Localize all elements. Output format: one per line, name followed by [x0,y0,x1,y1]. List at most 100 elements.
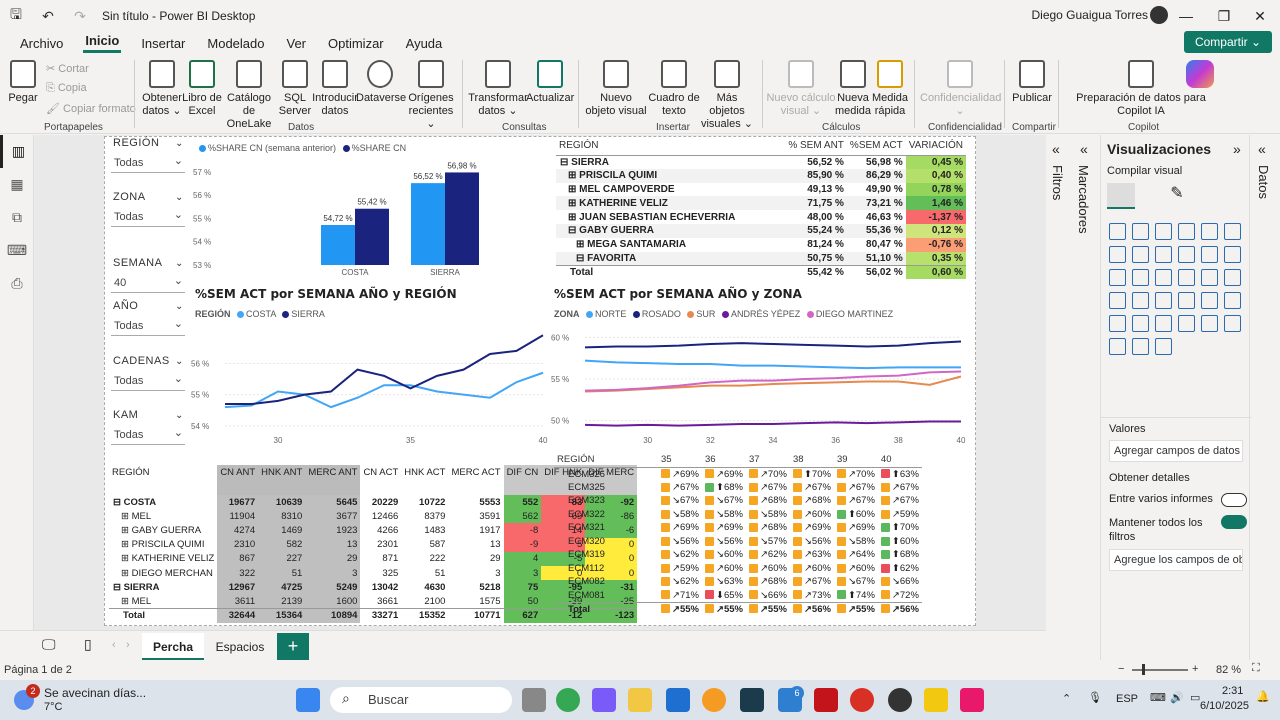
app-icon[interactable] [702,688,726,712]
visual-type-icon[interactable] [1155,223,1172,240]
expand-icon[interactable]: ⊞ [121,539,132,551]
onelake-button[interactable]: Catálogo de OneLake ⌄ [222,60,276,144]
table-view-icon[interactable]: ▦ [10,176,24,192]
format-painter-button[interactable]: 🖌 Copiar formato [46,103,136,115]
get-data-button[interactable]: Obtener datos ⌄ [142,60,182,118]
visual-type-icon[interactable] [1201,315,1218,332]
slicer-dropdown[interactable]: Todas [111,154,185,173]
chrome-icon[interactable] [556,688,580,712]
minimize-icon[interactable]: — [1179,8,1193,24]
file-explorer-icon[interactable] [628,688,652,712]
taskbar-search[interactable]: Buscar [330,687,512,713]
mobile-layout-icon[interactable]: ▯ [84,636,92,652]
text-box-button[interactable]: Cuadro de texto [648,60,700,118]
zoom-slider[interactable] [1132,669,1188,671]
expand-icon[interactable]: ⊟ [560,156,572,168]
visual-type-icon[interactable] [1178,315,1195,332]
microphone-icon[interactable]: 🎙 [1088,692,1102,704]
expand-icon[interactable]: ⊟ [113,581,124,593]
clock-time[interactable]: 2:31 [1222,685,1244,697]
chevron-down-icon[interactable]: ⌄ [175,192,184,203]
app-icon[interactable] [740,688,764,712]
slicer-dropdown[interactable]: Todas [111,426,185,445]
table-row[interactable]: ECM326 ↗69% ↗69% ↗70% ⬆70% ↗70% ⬆63% [554,467,922,481]
visual-type-icon[interactable] [1201,223,1218,240]
expand-icon[interactable]: ⊞ [121,567,132,579]
table-row[interactable]: ECM112 ↗59% ↗60% ↗60% ↗60% ↗60% ⬆62% [554,562,922,576]
table-row[interactable]: ECM081 ↗71% ⬇65% ↘66% ↗73% ⬆74% ↗72% [554,589,922,603]
tab-percha[interactable]: Percha [142,633,204,661]
line-chart-region[interactable]: 56 % 55 % 54 % 30 35 40 [189,321,551,447]
quick-measure-button[interactable]: Medida rápida [870,60,910,118]
table-row[interactable]: ⊟ COSTA 19677 10639 5645 20229 10722 5553 552 83… [109,495,638,510]
excel-button[interactable]: Libro de Excel [182,60,222,118]
data-pane-label[interactable]: Datos [1256,165,1271,199]
visual-type-icon[interactable] [1132,223,1149,240]
drillthrough-field-well[interactable]: Agregue los campos de ob... [1109,549,1243,571]
share-button[interactable]: Compartir ⌄ [1184,31,1272,53]
table-row[interactable]: ⊞ MEL 3611 2139 1600 3661 2100 1575 50 -39 -25 [109,594,638,609]
collapse-bookmarks-icon[interactable]: « [1080,141,1088,157]
refresh-button[interactable]: Actualizar [526,60,574,105]
total-row[interactable]: Total 32644 15364 10894 33271 15352 10771 627 -1… [109,608,638,623]
visual-type-icon[interactable] [1109,269,1126,286]
visual-type-icon[interactable] [1201,292,1218,309]
expand-icon[interactable]: ⊞ [568,211,580,223]
visual-type-icon[interactable] [1109,223,1126,240]
table-row[interactable]: ECM082 ↘62% ↘63% ↗68% ↗67% ↘67% ↘66% [554,575,922,589]
maximize-icon[interactable]: ❐ [1217,8,1231,24]
menu-ayuda[interactable]: Ayuda [405,35,443,51]
table-row[interactable]: ⊞ KATHERINE VELIZ 867 227 29 871 222 29 4 -5 0 [109,551,638,566]
table-row[interactable]: ECM323 ↘67% ↘67% ↗68% ↗68% ↗67% ↗67% [554,494,922,508]
expand-icon[interactable]: ⊞ [121,553,132,565]
expand-icon[interactable]: ⊞ [121,524,132,536]
expand-icon[interactable]: ⊟ [576,252,588,264]
menu-ver[interactable]: Ver [286,35,307,51]
cut-button[interactable]: ✂ Cortar [46,63,89,75]
table-row[interactable]: ⊞ PRISCILA QUIMI 2310 582 13 2301 587 13 -9 5 0 [109,537,638,552]
publish-button[interactable]: Publicar [1010,60,1054,105]
zoom-slider-thumb[interactable] [1142,664,1145,675]
visual-type-icon[interactable] [1155,315,1172,332]
table-row[interactable]: ECM321 ↗69% ↗69% ↗68% ↗69% ↗69% ⬆70% [554,521,922,535]
table-row[interactable]: ⊞ JUAN SEBASTIAN ECHEVERRIA 48,00 % 46,63 … [556,210,966,224]
table-row[interactable]: ECM325 ↗67% ⬆68% ↗67% ↗67% ↗67% ↗67% [554,481,922,495]
visual-type-icon[interactable] [1155,269,1172,286]
table-row[interactable]: ⊟ FAVORITA 50,75 % 51,10 % 0,35 % [556,251,966,266]
visual-type-icon[interactable] [1109,338,1126,355]
build-visual-icon[interactable] [1107,183,1135,209]
table-row[interactable]: ECM320 ↘56% ↘56% ↘57% ↘56% ↘58% ⬆60% [554,535,922,549]
copilot-icon[interactable] [1186,60,1214,88]
netflix-icon[interactable] [814,688,838,712]
slicer-dropdown[interactable]: Todas [111,372,185,391]
weather-text[interactable]: Se avecinan días... [44,686,147,700]
close-icon[interactable]: ✕ [1254,8,1266,24]
dataverse-button[interactable]: Dataverse [356,60,406,105]
user-name[interactable]: Diego Guaigua Torres [1031,8,1148,22]
values-field-well[interactable]: Agregar campos de datos a... [1109,440,1243,462]
tiktok-icon[interactable] [960,688,984,712]
visual-type-icon[interactable] [1109,292,1126,309]
transform-data-button[interactable]: Transformar datos ⌄ [468,60,528,118]
volume-icon[interactable]: 🔊 [1170,692,1184,704]
visual-type-icon[interactable] [1224,315,1241,332]
expand-icon[interactable]: ⊞ [568,170,580,182]
table-row[interactable]: ECM322 ↘58% ↘58% ↘58% ↗60% ⬆60% ↗59% [554,508,922,522]
report-view-icon[interactable]: ▥ [0,135,34,168]
notification-icon[interactable]: 🔔 [1256,691,1270,703]
menu-optimizar[interactable]: Optimizar [328,35,384,51]
menu-inicio[interactable]: Inicio [83,33,122,53]
table-row[interactable]: ⊟ SIERRA 56,52 % 56,98 % 0,45 % [556,155,966,169]
menu-modelado[interactable]: Modelado [207,35,265,51]
table-row[interactable]: ⊞ GABY GUERRA 4274 1469 1923 4266 1483 1917 -8 1… [109,523,638,538]
visual-type-icon[interactable] [1132,246,1149,263]
copy-button[interactable]: ⎘ Copia [46,82,87,94]
powerbi-icon[interactable] [924,688,948,712]
bar-chart[interactable]: 57 % 56 % 55 % 54 % 53 % 54,72 % 55,42 % COSTA 5… [189,157,479,283]
visual-type-icon[interactable] [1132,315,1149,332]
visual-type-icon[interactable] [1155,246,1172,263]
visual-type-icon[interactable] [1178,246,1195,263]
table-row[interactable]: ⊞ PRISCILA QUIMI 85,90 % 86,29 % 0,40 % [556,168,966,183]
new-visual-button[interactable]: Nuevo objeto visual [584,60,648,118]
visual-type-icon[interactable] [1178,223,1195,240]
